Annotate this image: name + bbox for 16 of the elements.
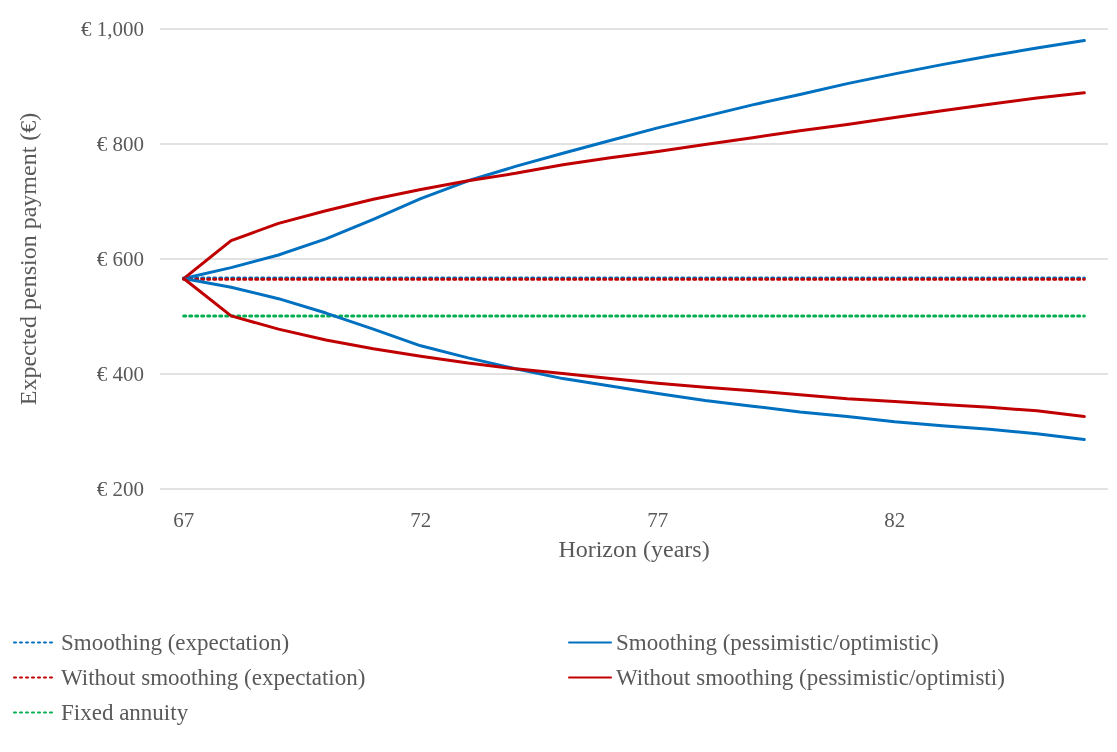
y-tick-label: € 600 [96,247,144,271]
x-tick-label: 77 [647,507,669,532]
y-tick-label: € 800 [96,132,144,156]
y-tick-label: € 200 [96,477,144,501]
x-axis-title: Horizon (years) [558,536,710,562]
legend-label: Smoothing (pessimistic/optimistic) [616,630,939,655]
y-axis-title: Expected pension payment (€) [15,112,41,406]
legend-label: Smoothing (expectation) [61,630,290,655]
y-tick-label: € 400 [96,362,144,386]
legend-label: Without smoothing (expectation) [61,665,366,690]
y-tick-label: € 1,000 [81,17,144,41]
x-tick-label: 72 [410,507,432,532]
x-tick-label: 67 [173,507,195,532]
x-tick-label: 82 [884,507,906,532]
legend-label: Fixed annuity [61,700,189,725]
legend-label: Without smoothing (pessimistic/optimisti) [616,665,1005,690]
